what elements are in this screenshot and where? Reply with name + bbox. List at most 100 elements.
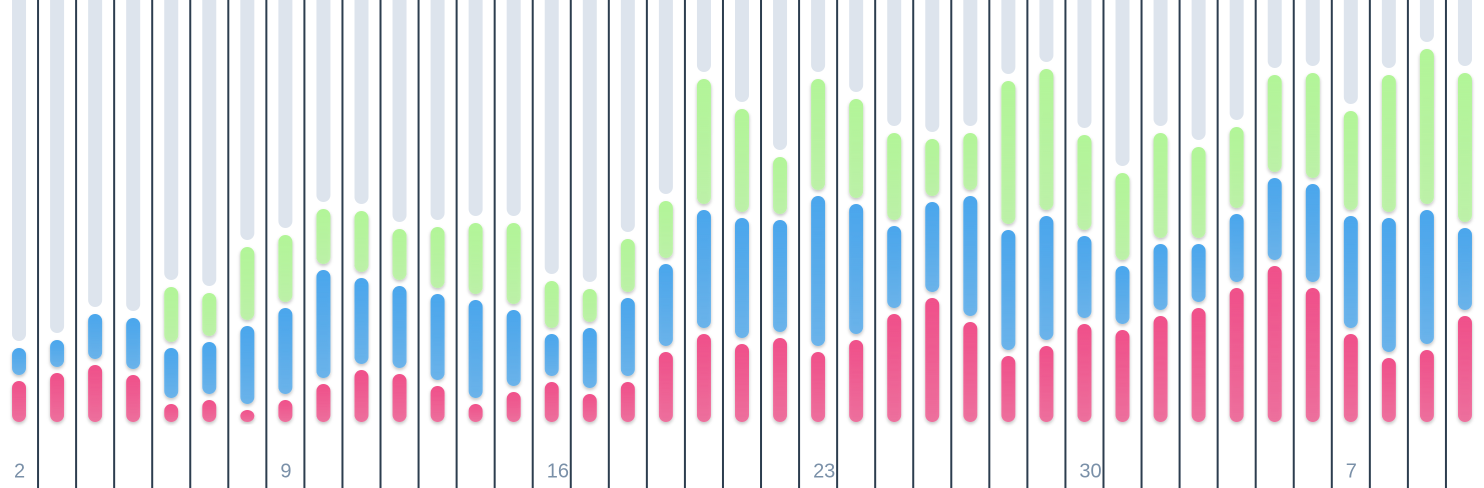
segment xyxy=(925,202,940,292)
segment xyxy=(696,334,711,422)
segment xyxy=(240,410,255,422)
segment xyxy=(658,352,673,422)
segment xyxy=(50,340,65,367)
segment xyxy=(887,133,902,220)
track xyxy=(735,0,749,102)
segment xyxy=(506,223,521,304)
track xyxy=(202,0,217,286)
segment xyxy=(735,218,749,338)
segment xyxy=(1457,73,1472,222)
segment xyxy=(126,318,141,369)
segment xyxy=(1419,49,1434,204)
day-label: 23 xyxy=(813,460,835,482)
track xyxy=(126,0,141,311)
segment xyxy=(773,157,788,214)
segment xyxy=(392,286,407,368)
segment xyxy=(316,384,331,422)
segment xyxy=(582,394,597,422)
segment xyxy=(963,322,978,422)
segment xyxy=(582,289,597,322)
track xyxy=(1191,0,1206,140)
segment xyxy=(468,300,483,398)
segment xyxy=(88,314,103,359)
track xyxy=(430,0,445,220)
track xyxy=(468,0,483,216)
segment xyxy=(735,344,749,422)
segment xyxy=(12,381,27,422)
segment xyxy=(1457,228,1472,310)
segment xyxy=(1381,358,1396,422)
segment xyxy=(1305,184,1320,282)
track xyxy=(316,0,331,202)
segment xyxy=(887,314,902,422)
segment xyxy=(1191,308,1206,422)
segment xyxy=(811,352,826,422)
segment xyxy=(202,293,217,336)
track xyxy=(506,0,521,216)
segment xyxy=(278,308,293,394)
segment xyxy=(1381,218,1396,352)
segment xyxy=(544,281,559,328)
day-label: 16 xyxy=(547,460,569,482)
segment xyxy=(1039,216,1054,340)
track xyxy=(1153,0,1168,126)
segment xyxy=(1039,69,1054,210)
track xyxy=(620,0,635,232)
segment xyxy=(430,294,445,380)
segment xyxy=(468,404,483,422)
segment xyxy=(1305,73,1320,178)
track xyxy=(963,0,978,126)
segment xyxy=(50,373,65,422)
segment xyxy=(1191,244,1206,302)
track xyxy=(50,0,65,333)
segment xyxy=(620,298,635,376)
segment xyxy=(620,239,635,292)
segment xyxy=(316,209,331,264)
segment xyxy=(1077,135,1092,230)
track xyxy=(1305,0,1320,66)
track xyxy=(1115,0,1130,166)
segment xyxy=(1001,356,1016,422)
segment xyxy=(1343,111,1358,210)
segment xyxy=(126,375,141,422)
track xyxy=(354,0,369,204)
track xyxy=(1001,0,1016,74)
track xyxy=(240,0,255,240)
segment xyxy=(1001,230,1016,350)
segment xyxy=(316,270,331,378)
segment xyxy=(620,382,635,422)
segment xyxy=(658,201,673,258)
track xyxy=(392,0,407,222)
segment xyxy=(849,340,864,422)
track xyxy=(1229,0,1244,120)
track xyxy=(773,0,788,150)
track xyxy=(1343,0,1358,104)
segment xyxy=(811,79,826,190)
segment xyxy=(1115,330,1130,422)
day-label: 9 xyxy=(280,460,291,482)
segment xyxy=(1077,324,1092,422)
segment xyxy=(1039,346,1054,422)
segment xyxy=(811,196,826,346)
segment xyxy=(849,99,864,198)
segment xyxy=(1457,316,1472,422)
segment xyxy=(1305,288,1320,422)
track xyxy=(1381,0,1396,68)
segment xyxy=(1153,316,1168,422)
segment xyxy=(430,386,445,422)
segment xyxy=(506,310,521,386)
track xyxy=(12,0,27,341)
segment xyxy=(278,400,293,422)
segment xyxy=(1343,334,1358,422)
segment xyxy=(278,235,293,302)
segment xyxy=(849,204,864,334)
track xyxy=(88,0,103,307)
day-label: 30 xyxy=(1079,460,1101,482)
segment xyxy=(1115,173,1130,260)
segment xyxy=(1229,214,1244,282)
track xyxy=(582,0,597,282)
segment xyxy=(696,79,711,204)
track xyxy=(1267,0,1282,68)
segment xyxy=(430,227,445,288)
segment xyxy=(544,382,559,422)
